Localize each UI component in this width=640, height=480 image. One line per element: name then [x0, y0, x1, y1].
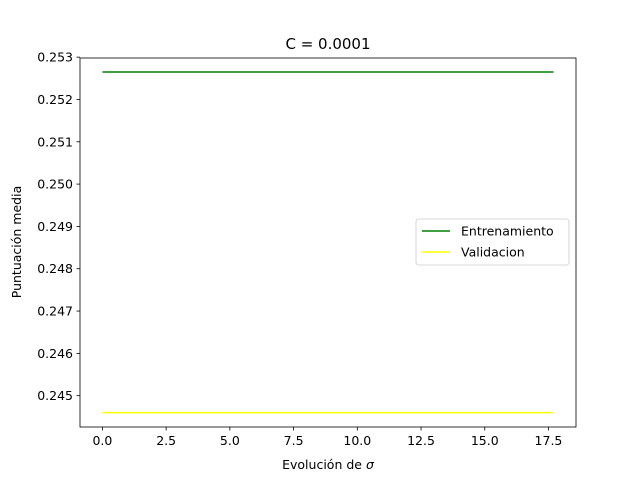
legend-label-2: Validacion [461, 245, 525, 260]
plot-area: 0.0 2.5 5.0 7.5 10.0 12.5 15.0 17.5 0.245 0.246 0.… [37, 50, 577, 448]
y-tick-label: 0.251 [37, 134, 73, 149]
y-tick-label: 0.253 [37, 50, 73, 65]
x-tick-label: 15.0 [471, 433, 499, 448]
y-axis-title: Puntuación media [9, 186, 24, 298]
x-axis-title: Evolución de σ [282, 457, 375, 472]
y-tick-label: 0.247 [37, 304, 73, 319]
x-axis-title-symbol: σ [366, 457, 375, 472]
x-tick-label: 7.5 [284, 433, 304, 448]
x-tick-label: 0.0 [92, 433, 112, 448]
legend-label-1: Entrenamiento [461, 224, 554, 239]
x-tick-label: 10.0 [343, 433, 371, 448]
y-tick-label: 0.249 [37, 219, 73, 234]
y-tick-label: 0.252 [37, 92, 73, 107]
x-tick-label: 5.0 [220, 433, 240, 448]
x-tick-label: 2.5 [156, 433, 176, 448]
y-tick-label: 0.246 [37, 346, 73, 361]
axes-frame [79, 57, 577, 428]
x-axis-title-text: Evolución de [282, 457, 366, 472]
chart-title: C = 0.0001 [285, 35, 370, 53]
y-tick-label: 0.250 [37, 177, 73, 192]
x-tick-label: 12.5 [407, 433, 435, 448]
y-tick-label: 0.245 [37, 388, 73, 403]
legend-box [415, 218, 570, 266]
y-tick-label: 0.248 [37, 261, 73, 276]
x-tick-label: 17.5 [535, 433, 563, 448]
